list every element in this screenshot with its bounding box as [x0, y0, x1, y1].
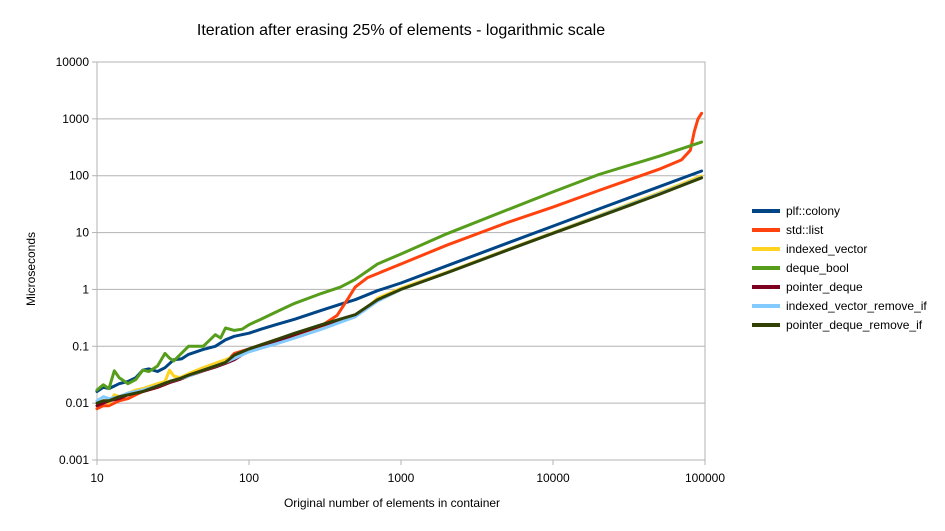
y-tick-label: 10000 — [56, 55, 90, 69]
legend-swatch — [752, 228, 780, 232]
legend-swatch — [752, 247, 780, 251]
y-tick-label: 0.01 — [66, 396, 90, 410]
legend-item-std-list: std::list — [752, 220, 927, 239]
y-axis-ticks: 10000 1000 100 10 1 0.1 0.01 0.001 — [56, 55, 90, 467]
legend-swatch — [752, 266, 780, 270]
legend-item-deque-bool: deque_bool — [752, 258, 927, 277]
legend-swatch — [752, 304, 780, 308]
legend-item-pointer-deque-remove-if: pointer_deque_remove_if — [752, 315, 927, 334]
x-axis-label: Original number of elements in container — [97, 496, 687, 510]
legend-swatch — [752, 209, 780, 213]
plot-area-frame — [97, 62, 705, 460]
legend-label: deque_bool — [786, 261, 849, 275]
legend-item-pointer-deque: pointer_deque — [752, 277, 927, 296]
legend-swatch — [752, 323, 780, 327]
x-tick-label: 100000 — [685, 471, 725, 485]
chart-title: Iteration after erasing 25% of elements … — [97, 22, 705, 40]
y-tick-label: 1000 — [62, 112, 89, 126]
series-line-plf-colony — [97, 171, 702, 392]
series-line-pointer-deque-remove-if — [97, 178, 702, 403]
series-line-std-list — [97, 113, 702, 408]
legend-label: indexed_vector — [786, 242, 867, 256]
x-tick-label: 10 — [90, 471, 104, 485]
legend-label: plf::colony — [786, 204, 840, 218]
legend-label: std::list — [786, 223, 823, 237]
legend-item-indexed-vector: indexed_vector — [752, 239, 927, 258]
legend-label: pointer_deque_remove_if — [786, 318, 922, 332]
legend-label: pointer_deque — [786, 280, 863, 294]
y-tick-label: 0.1 — [72, 339, 89, 353]
legend-swatch — [752, 285, 780, 289]
series-lines — [97, 113, 702, 408]
x-tick-label: 1000 — [388, 471, 415, 485]
legend-label: indexed_vector_remove_if — [786, 299, 927, 313]
x-tick-label: 10000 — [536, 471, 570, 485]
y-tick-label: 0.001 — [59, 453, 89, 467]
y-tick-label: 1 — [82, 282, 89, 296]
y-tick-label: 10 — [76, 226, 90, 240]
legend-item-indexed-vector-remove-if: indexed_vector_remove_if — [752, 296, 927, 315]
y-axis-label: Microseconds — [24, 204, 38, 334]
x-tick-label: 100 — [239, 471, 259, 485]
x-axis-ticks: 10 100 1000 10000 100000 — [90, 471, 725, 485]
legend-item-plf-colony: plf::colony — [752, 201, 927, 220]
y-tick-label: 100 — [69, 169, 89, 183]
